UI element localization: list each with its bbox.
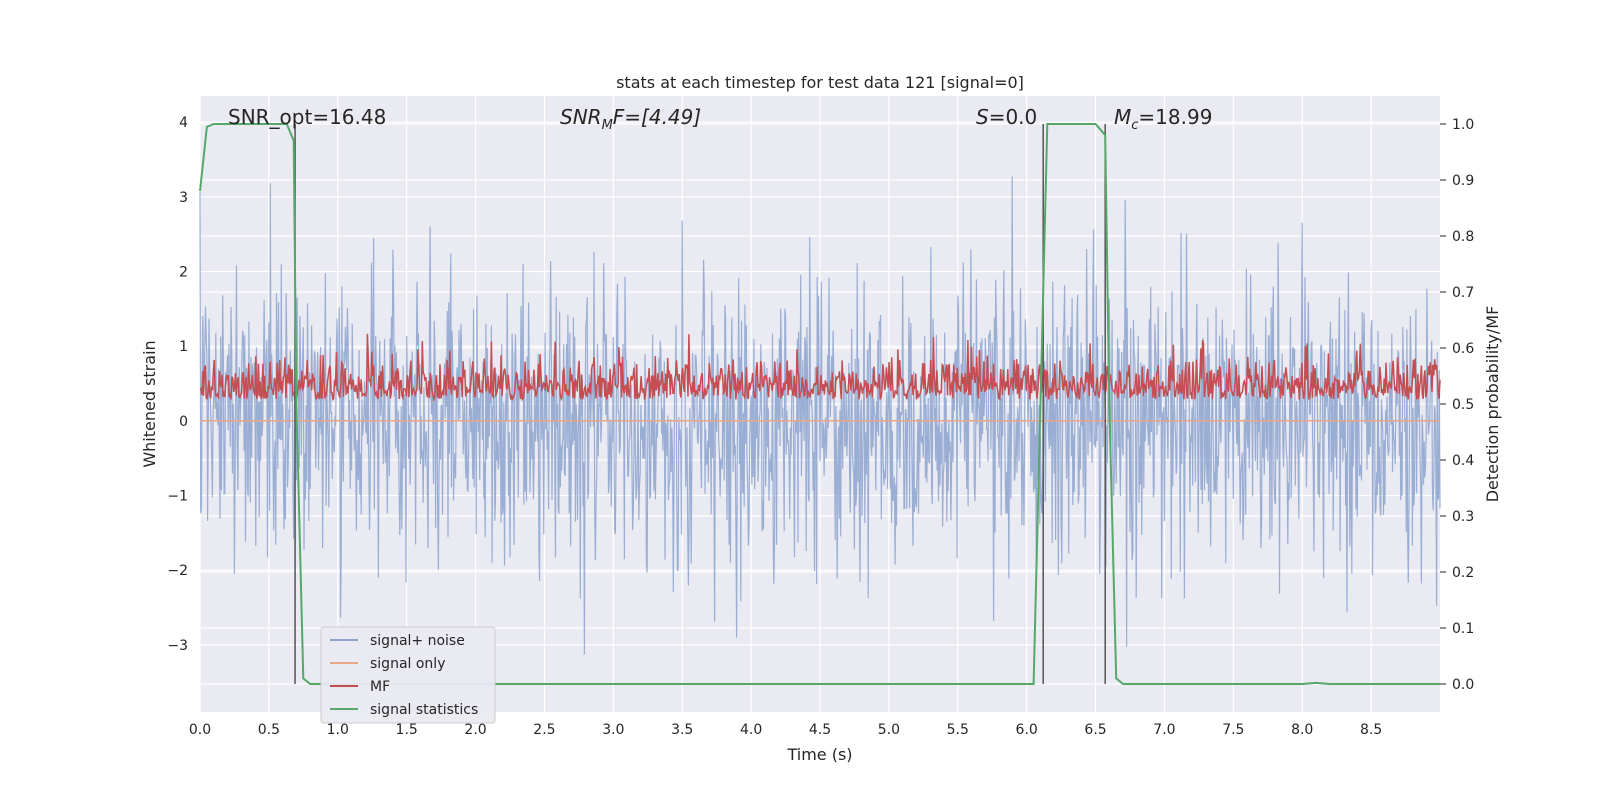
y-tick-label-right: 0.9 bbox=[1452, 173, 1474, 189]
legend-label-mf: MF bbox=[370, 679, 390, 695]
y-axis-left: −3 −2 −1 0 1 2 3 4 bbox=[167, 115, 188, 654]
series-signal-statistics bbox=[199, 123, 1440, 685]
x-tick-label: 8.5 bbox=[1360, 722, 1382, 738]
legend-box bbox=[320, 626, 496, 724]
y-tick-label-left: −1 bbox=[167, 488, 188, 504]
x-tick-label: 0.5 bbox=[258, 722, 280, 738]
x-tick-label: 6.5 bbox=[1084, 722, 1106, 738]
y-tick-label-left: −2 bbox=[167, 563, 188, 579]
y-tick-label-right: 0.4 bbox=[1452, 453, 1474, 469]
x-tick-label: 7.5 bbox=[1222, 722, 1244, 738]
x-tick-label: 1.0 bbox=[327, 722, 349, 738]
series-signal-noise bbox=[199, 176, 1441, 655]
x-tick-label: 4.0 bbox=[740, 722, 762, 738]
chart-title: stats at each timestep for test data 121… bbox=[616, 73, 1024, 92]
series-layer bbox=[199, 123, 1441, 685]
legend-label-signal-statistics: signal statistics bbox=[370, 702, 478, 718]
y-tick-label-right: 0.0 bbox=[1452, 677, 1474, 693]
y-tick-label-left: 3 bbox=[179, 190, 188, 206]
x-axis-label: Time (s) bbox=[786, 745, 852, 764]
y-axis-left-label: Whitened strain bbox=[140, 340, 159, 467]
x-tick-label: 3.0 bbox=[602, 722, 624, 738]
x-tick-label: 7.0 bbox=[1153, 722, 1175, 738]
x-tick-label: 4.5 bbox=[809, 722, 831, 738]
y-tick-label-right: 1.0 bbox=[1452, 117, 1474, 133]
x-tick-label: 5.5 bbox=[947, 722, 969, 738]
x-tick-label: 2.5 bbox=[533, 722, 555, 738]
annotation-mc: Mc=18.99 bbox=[1114, 105, 1212, 133]
y-tick-label-right: 0.2 bbox=[1452, 565, 1474, 581]
legend-label-signal-noise: signal+ noise bbox=[370, 633, 465, 649]
x-tick-label: 2.0 bbox=[464, 722, 486, 738]
x-tick-label: 0.0 bbox=[189, 722, 211, 738]
annotation-s: S=0.0 bbox=[976, 105, 1037, 129]
x-tick-label: 3.5 bbox=[671, 722, 693, 738]
y-tick-label-right: 0.1 bbox=[1452, 621, 1474, 637]
x-tick-label: 1.5 bbox=[396, 722, 418, 738]
y-tick-label-left: 2 bbox=[179, 264, 188, 280]
y-tick-label-right: 0.7 bbox=[1452, 285, 1474, 301]
x-tick-label: 6.0 bbox=[1016, 722, 1038, 738]
legend: signal+ noise signal only MF signal stat… bbox=[320, 626, 496, 724]
y-tick-label-left: 0 bbox=[179, 414, 188, 430]
x-axis: 0.0 0.5 1.0 1.5 2.0 2.5 3.0 3.5 4.0 4.5 5.0 5.5 6.0 6… bbox=[189, 722, 1382, 738]
y-tick-label-left: 4 bbox=[179, 115, 188, 131]
y-tick-label-right: 0.3 bbox=[1452, 509, 1474, 525]
y-tick-label-left: 1 bbox=[179, 339, 188, 355]
legend-label-signal-only: signal only bbox=[370, 656, 445, 672]
x-tick-label: 5.0 bbox=[878, 722, 900, 738]
series-mf bbox=[199, 333, 1441, 403]
y-tick-label-right: 0.5 bbox=[1452, 397, 1474, 413]
annotation-snr-mf: SNRMF=[4.49] bbox=[560, 105, 701, 133]
y-tick-label-right: 0.6 bbox=[1452, 341, 1474, 357]
y-axis-right: 0.0 0.1 0.2 0.3 0.4 0.5 0.6 0.7 0.8 0.9 1.0 bbox=[1440, 117, 1474, 693]
y-tick-label-left: −3 bbox=[167, 638, 188, 654]
y-axis-right-label: Detection probability/MF bbox=[1483, 306, 1502, 503]
x-tick-label: 8.0 bbox=[1291, 722, 1313, 738]
annotation-snr-opt: SNR_opt=16.48 bbox=[228, 105, 386, 129]
y-tick-label-right: 0.8 bbox=[1452, 229, 1474, 245]
